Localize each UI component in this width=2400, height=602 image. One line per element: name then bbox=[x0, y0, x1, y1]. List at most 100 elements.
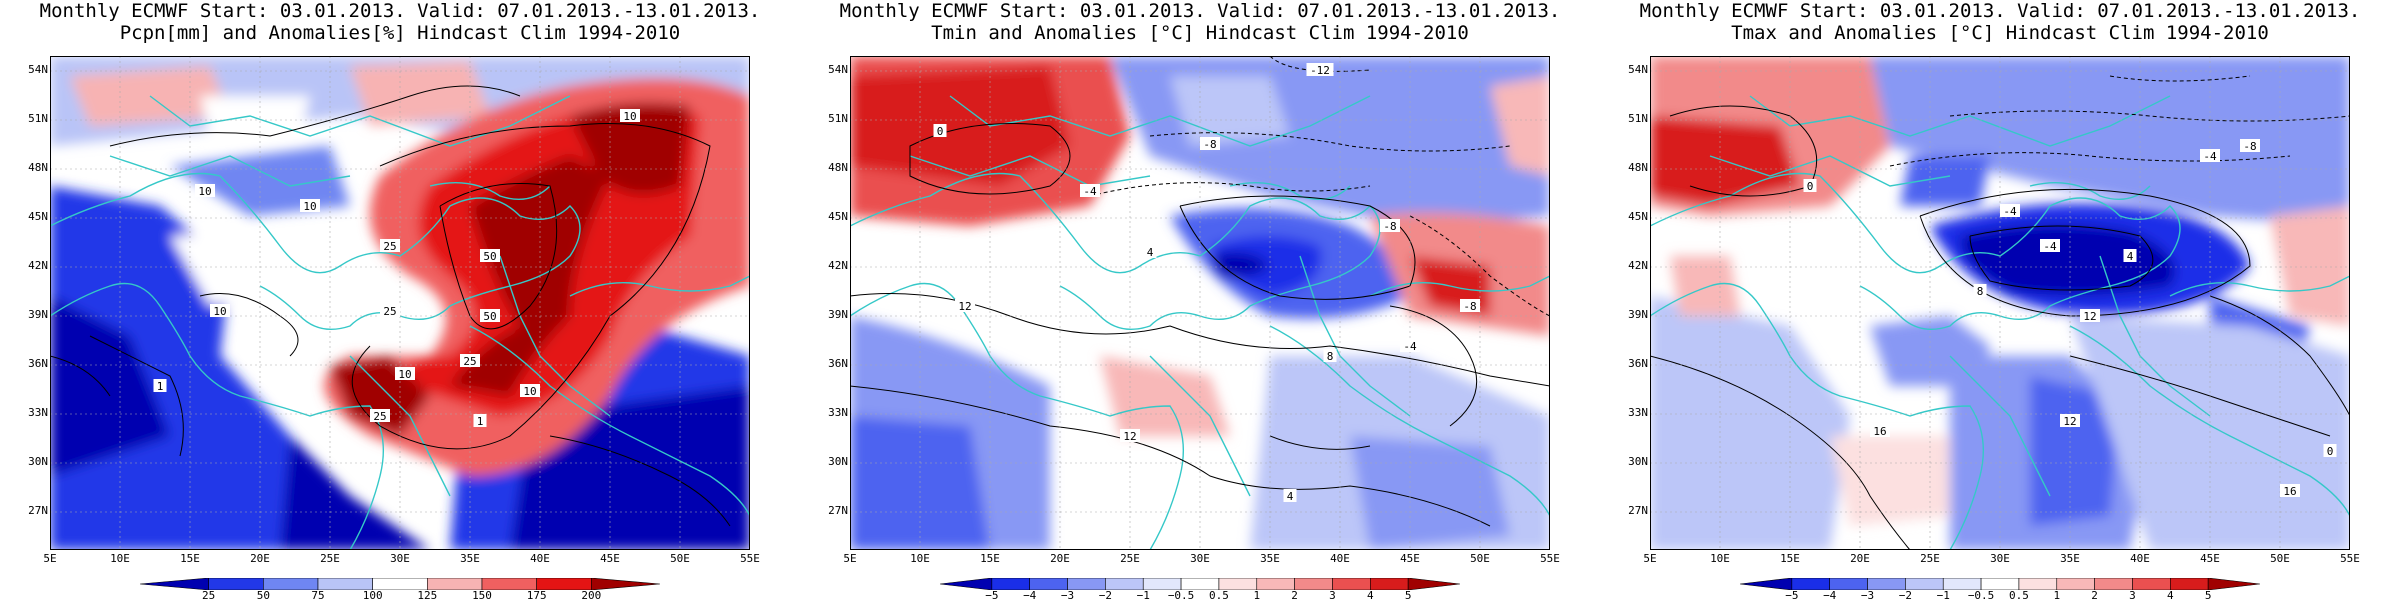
longitude-label: 20E bbox=[250, 552, 270, 565]
longitude-label: 40E bbox=[1330, 552, 1350, 565]
latitude-label: 39N bbox=[1628, 308, 1648, 321]
colorbar-tick-label: 3 bbox=[1329, 589, 1336, 602]
contour-label: 10 bbox=[395, 367, 415, 381]
map-frame bbox=[50, 56, 750, 550]
contour-label: 12 bbox=[1120, 429, 1140, 443]
svg-text:-4: -4 bbox=[2003, 205, 2017, 218]
contour-label: 4 bbox=[1283, 489, 1297, 503]
longitude-label: 50E bbox=[1470, 552, 1490, 565]
longitude-label: 30E bbox=[390, 552, 410, 565]
svg-text:-4: -4 bbox=[1083, 185, 1097, 198]
contour-label: -4 bbox=[1400, 339, 1420, 353]
latitude-label: 42N bbox=[28, 259, 48, 272]
tmax-anomaly-map: -8 -4 0 -4 4 -4 12 8 16 12 16 0 bbox=[1650, 56, 2350, 550]
svg-text:16: 16 bbox=[1873, 425, 1886, 438]
colorbar-tick-label: −0.5 bbox=[1167, 589, 1195, 602]
contour-label: 25 bbox=[460, 354, 480, 368]
svg-text:10: 10 bbox=[213, 305, 226, 318]
latitude-label: 45N bbox=[1628, 210, 1648, 223]
latitude-label: 51N bbox=[828, 112, 848, 125]
contour-label: 25 bbox=[380, 304, 400, 318]
longitude-label: 50E bbox=[2270, 552, 2290, 565]
colorbar-swatch bbox=[591, 578, 660, 590]
longitude-label: 15E bbox=[180, 552, 200, 565]
latitude-label: 45N bbox=[828, 210, 848, 223]
colorbar-swatch bbox=[1407, 578, 1460, 590]
latitude-label: 39N bbox=[828, 308, 848, 321]
contour-value-labels: -12 0 -4 -8 4 -8 12 -4 8 12 -8 4 bbox=[933, 63, 1480, 503]
colorbar-tick-label: −2 bbox=[1898, 589, 1912, 602]
longitude-label: 35E bbox=[460, 552, 480, 565]
svg-text:10: 10 bbox=[523, 385, 536, 398]
longitude-label: 25E bbox=[1920, 552, 1940, 565]
longitude-label: 35E bbox=[1260, 552, 1280, 565]
title-line-2: Tmin and Anomalies [°C] Hindcast Clim 19… bbox=[931, 22, 1469, 44]
contour-label: 25 bbox=[370, 409, 390, 423]
negative-contour-lines bbox=[1889, 75, 2350, 167]
colorbar bbox=[1740, 578, 2260, 590]
svg-text:-8: -8 bbox=[1203, 138, 1216, 151]
longitude-label: 5E bbox=[843, 552, 857, 565]
contour-label: -12 bbox=[1306, 63, 1334, 77]
colorbar-tick-label: −5 bbox=[985, 589, 999, 602]
contour-label: 12 bbox=[2060, 414, 2080, 428]
contour-label: 0 bbox=[933, 124, 947, 138]
contour-label: 10 bbox=[210, 304, 230, 318]
colorbar-tick-label: −2 bbox=[1098, 589, 1112, 602]
latitude-label: 30N bbox=[28, 455, 48, 468]
latitude-label: 36N bbox=[28, 357, 48, 370]
colorbar-tick-label: 0.5 bbox=[1208, 589, 1229, 602]
longitude-label: 15E bbox=[980, 552, 1000, 565]
colorbar-tick-label: 200 bbox=[581, 589, 602, 602]
contour-label: 1 bbox=[153, 379, 167, 393]
svg-text:-8: -8 bbox=[1383, 220, 1396, 233]
svg-text:4: 4 bbox=[2127, 250, 2134, 263]
map-frame bbox=[1650, 56, 2350, 550]
contour-label: -4 bbox=[2040, 239, 2060, 253]
latitude-label: 33N bbox=[28, 406, 48, 419]
colorbar-swatch bbox=[1370, 578, 1409, 590]
contour-label: -8 bbox=[1380, 219, 1400, 233]
contour-label: -8 bbox=[1200, 137, 1220, 151]
longitude-label: 25E bbox=[1120, 552, 1140, 565]
contour-label: 8 bbox=[1973, 284, 1987, 298]
longitude-label: 20E bbox=[1050, 552, 1070, 565]
svg-text:-8: -8 bbox=[1463, 300, 1476, 313]
latitude-label: 33N bbox=[828, 406, 848, 419]
contour-label: 0 bbox=[1803, 179, 1817, 193]
contour-label: -4 bbox=[1080, 184, 1100, 198]
colorbar-tick-label: −5 bbox=[1785, 589, 1799, 602]
longitude-label: 5E bbox=[43, 552, 57, 565]
title-line-1: Monthly ECMWF Start: 03.01.2013. Valid: … bbox=[839, 0, 1561, 22]
colorbar-swatch bbox=[2132, 578, 2171, 590]
longitude-label: 25E bbox=[320, 552, 340, 565]
colorbar bbox=[940, 578, 1460, 590]
colorbar-tick-label: 150 bbox=[472, 589, 492, 602]
colorbar-swatch bbox=[2094, 578, 2133, 590]
contour-value-labels: -8 -4 0 -4 4 -4 12 8 16 12 16 0 bbox=[1803, 139, 2337, 498]
title-line-1: Monthly ECMWF Start: 03.01.2013. Valid: … bbox=[39, 0, 761, 22]
colorbar-tick-label: 5 bbox=[1404, 589, 1412, 602]
svg-text:-8: -8 bbox=[2243, 140, 2256, 153]
latitude-label: 48N bbox=[1628, 161, 1648, 174]
title-line-2: Pcpn[mm] and Anomalies[%] Hindcast Clim … bbox=[119, 22, 681, 44]
longitude-label: 15E bbox=[1780, 552, 1800, 565]
contour-label: 12 bbox=[955, 299, 975, 313]
colorbar-tick-label: 125 bbox=[417, 589, 438, 602]
latitude-label: 42N bbox=[828, 259, 848, 272]
latitude-label: 48N bbox=[28, 161, 48, 174]
svg-text:1: 1 bbox=[477, 415, 484, 428]
longitude-label: 10E bbox=[110, 552, 130, 565]
svg-text:0: 0 bbox=[1807, 180, 1814, 193]
colorbar-swatch bbox=[940, 578, 993, 590]
precipitation-anomaly-map: 10 10 10 25 25 50 50 25 10 10 1 1 25 10 bbox=[50, 56, 750, 550]
contour-label: 1 bbox=[473, 414, 487, 428]
svg-text:4: 4 bbox=[1287, 490, 1294, 503]
panel-precipitation: Monthly ECMWF Start: 03.01.2013. Valid: … bbox=[10, 0, 790, 602]
latitude-label: 48N bbox=[828, 161, 848, 174]
colorbar-tick-label: −1 bbox=[1136, 589, 1150, 602]
contour-label: 16 bbox=[2280, 484, 2300, 498]
contour-label: -4 bbox=[2200, 149, 2220, 163]
longitude-label: 10E bbox=[910, 552, 930, 565]
colorbar-tick-label: 25 bbox=[202, 589, 216, 602]
